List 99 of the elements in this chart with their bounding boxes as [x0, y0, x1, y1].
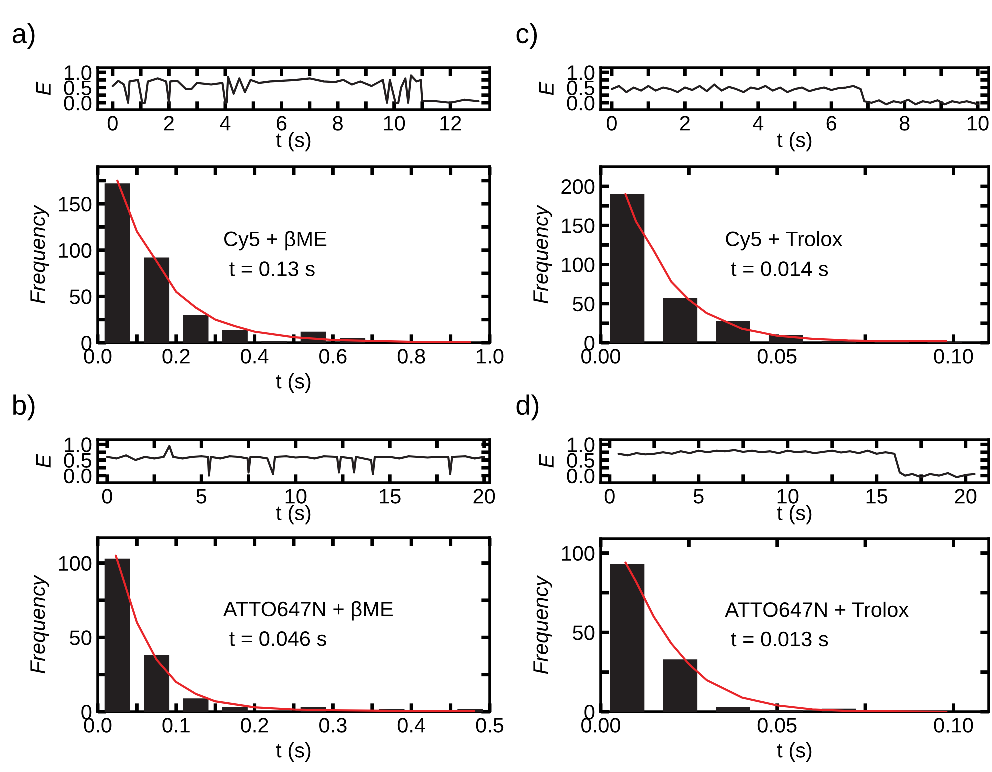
x-tick-label: 15: [380, 489, 401, 504]
x-tick-label: 0.05: [758, 349, 797, 364]
y-tick-label: 0: [584, 336, 595, 351]
y-tick-label: 100: [562, 546, 595, 562]
x-tick-label: 0.2: [241, 718, 268, 733]
annotation: t = 0.13 s: [230, 262, 315, 276]
y-tick-label: 100: [59, 243, 92, 258]
y-tick-label: 0.5: [567, 453, 595, 468]
x-tick-label: 8: [333, 116, 343, 131]
x-axis-title: t (s): [777, 742, 812, 762]
x-tick-label: 0.2: [162, 349, 190, 364]
text: a): [12, 23, 35, 50]
annotation: ATTO647N + Trolox: [725, 602, 909, 618]
x-tick-label: 0.4: [398, 718, 426, 733]
x-tick-label: 6: [826, 116, 836, 131]
y-tick-label: 100: [59, 556, 92, 572]
x-tick-label: 0.5: [476, 718, 504, 733]
x-tick-label: 4: [220, 116, 231, 131]
x-tick-label: 0.8: [398, 349, 426, 364]
x-axis-title: t (s): [777, 132, 812, 152]
x-axis-title: t (s): [777, 505, 812, 525]
x-tick-label: 10: [968, 116, 989, 131]
text: c): [516, 23, 538, 50]
x-tick-label: 20: [955, 489, 977, 504]
y-axis-title: Frequency: [534, 575, 552, 674]
line-series: [610, 84, 980, 106]
y-tick-label: 0: [82, 336, 92, 351]
x-tick-label: 0.6: [320, 349, 347, 364]
y-tick-label: 150: [562, 218, 595, 234]
y-tick-label: 50: [70, 630, 92, 646]
y-tick-label: 100: [562, 258, 595, 273]
y-tick-label: 1.0: [568, 438, 595, 452]
y-tick-label: 50: [70, 290, 92, 304]
y-tick-label: 150: [59, 197, 92, 212]
line-series: [116, 180, 472, 343]
x-tick-label: 2: [164, 116, 174, 131]
x-tick-label: 0: [607, 116, 617, 131]
x-tick-label: 5: [196, 489, 207, 504]
y-tick-label: 0.0: [567, 468, 595, 484]
x-axis-title: t (s): [276, 132, 311, 152]
text: d): [516, 394, 539, 421]
annotation: t = 0.013 s: [731, 632, 828, 647]
line-series: [618, 449, 976, 478]
x-tick-label: 0: [604, 489, 615, 504]
x-tick-label: 6: [277, 116, 287, 131]
x-tick-label: 1.0: [477, 349, 504, 364]
x-tick-label: 0.00: [582, 349, 620, 364]
y-tick-label: 200: [562, 180, 595, 194]
x-tick-label: 0: [102, 489, 112, 504]
y-tick-label: 0.0: [64, 468, 92, 484]
y-tick-label: 0: [584, 705, 595, 720]
y-tick-label: 50: [573, 296, 595, 312]
y-axis-title: E: [539, 454, 554, 468]
x-tick-label: 12: [440, 116, 462, 131]
x-tick-label: 0.10: [934, 349, 974, 364]
y-axis-title: Frequency: [30, 204, 50, 304]
x-tick-label: 2: [680, 116, 690, 131]
annotation: t = 0.046 s: [230, 632, 326, 646]
x-tick-label: 10: [286, 489, 307, 504]
text: b): [14, 394, 35, 421]
y-axis-title: Frequency: [30, 574, 50, 674]
annotation: Cy5 + Trolox: [726, 231, 842, 251]
x-tick-label: 10: [778, 489, 799, 504]
x-axis-title: t (s): [276, 505, 311, 525]
x-tick-label: 0.3: [320, 718, 347, 733]
y-tick-label: 0.5: [64, 80, 92, 96]
y-axis-title: E: [36, 82, 51, 96]
x-tick-label: 10: [384, 116, 406, 131]
line-series: [624, 562, 948, 712]
y-tick-label: 0.5: [64, 453, 92, 468]
x-tick-label: 0.1: [162, 718, 190, 733]
y-tick-label: 0.5: [567, 80, 595, 96]
x-tick-label: 15: [866, 489, 888, 504]
y-axis-title: E: [36, 454, 51, 468]
annotation: Cy5 + βME: [224, 231, 327, 251]
x-tick-label: 0.4: [241, 349, 269, 364]
annotation: ATTO647N + βME: [223, 601, 393, 621]
x-tick-label: 20: [474, 489, 496, 504]
y-tick-label: 50: [573, 626, 595, 640]
x-tick-label: 5: [694, 489, 704, 504]
y-tick-label: 1.0: [568, 66, 595, 80]
y-tick-label: 0.0: [567, 96, 595, 111]
y-tick-label: 1.0: [65, 66, 92, 80]
x-tick-label: 8: [900, 116, 910, 131]
y-tick-label: 0.0: [64, 96, 92, 111]
y-tick-label: 0: [82, 705, 92, 720]
x-tick-label: 4: [753, 116, 764, 131]
x-tick-label: 0.00: [582, 718, 620, 733]
x-tick-label: 0.10: [934, 718, 974, 733]
x-tick-label: 0: [108, 116, 118, 131]
annotation: t = 0.014 s: [731, 262, 828, 276]
line-series: [106, 445, 486, 477]
line-series: [112, 74, 480, 104]
y-tick-label: 1.0: [65, 438, 92, 452]
x-axis-title: t (s): [276, 374, 311, 393]
x-axis-title: t (s): [276, 742, 311, 762]
x-tick-label: 0.05: [758, 718, 797, 733]
y-axis-title: Frequency: [534, 204, 552, 304]
y-axis-title: E: [539, 82, 554, 96]
